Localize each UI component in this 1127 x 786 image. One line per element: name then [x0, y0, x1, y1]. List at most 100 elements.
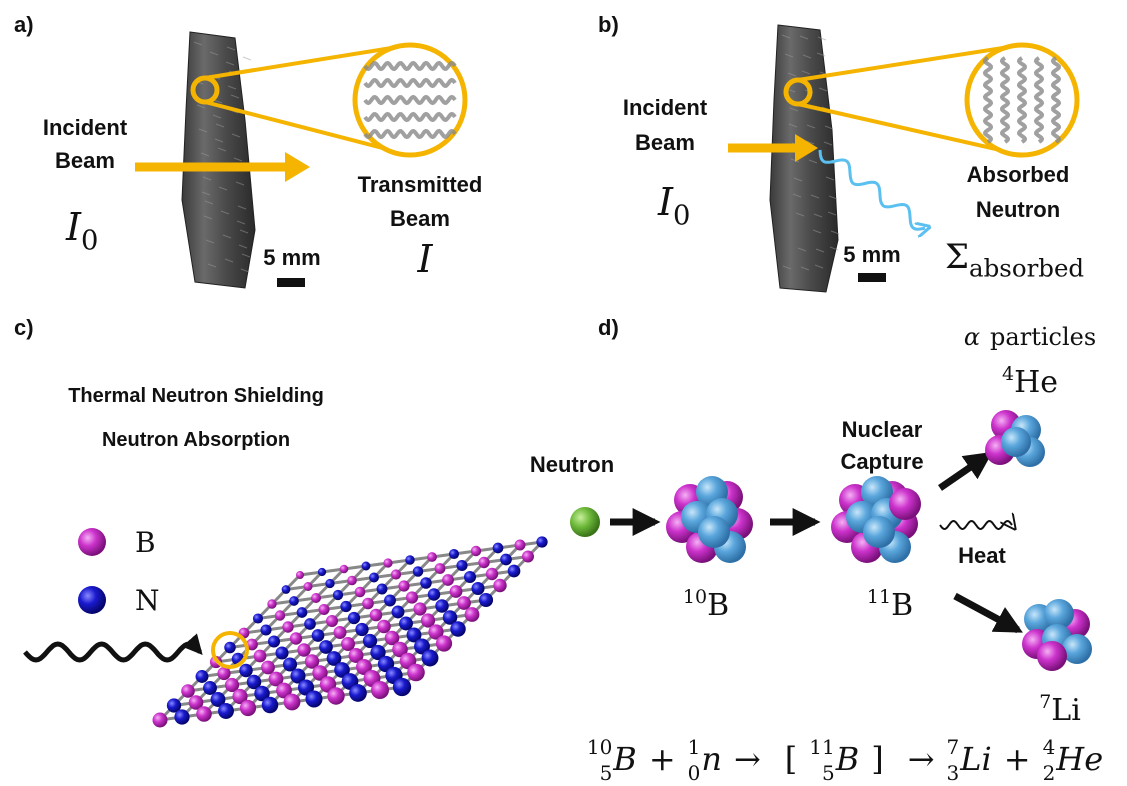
subscript: 0 [673, 201, 690, 232]
atomic-number: 5 [822, 761, 835, 785]
atom [370, 609, 383, 622]
atom [355, 623, 368, 636]
reaction-arrow [940, 455, 988, 488]
atom [500, 554, 512, 566]
atom [224, 642, 236, 654]
atom [427, 552, 437, 562]
legend-label: B [135, 526, 156, 559]
atom [536, 536, 547, 547]
mass-number: 11 [867, 586, 891, 608]
symbol: Li [1051, 693, 1081, 728]
atom [479, 593, 493, 607]
atom [478, 557, 489, 568]
heading: Thermal Neutron Shielding [68, 385, 324, 407]
atom [275, 646, 288, 659]
label: c) [14, 315, 34, 340]
atom [347, 576, 357, 586]
atom [153, 713, 168, 728]
atom [450, 585, 463, 598]
zoom-fiber [365, 114, 455, 120]
operator: + [649, 740, 676, 778]
symbol: n [701, 740, 722, 778]
atomic-number: 2 [1043, 761, 1056, 785]
atom [319, 640, 333, 654]
atom [450, 621, 466, 637]
atom [371, 681, 389, 699]
atom [253, 613, 263, 623]
label: b) [598, 12, 619, 37]
atom [181, 684, 195, 698]
atom [340, 601, 351, 612]
symbol: Σ [945, 237, 969, 277]
zoom-fiber [985, 58, 991, 142]
atom [174, 709, 189, 724]
atom [471, 582, 484, 595]
label: a) [14, 12, 34, 37]
atom [436, 635, 452, 651]
mass-number: 10 [587, 735, 612, 759]
atom [348, 612, 360, 624]
nuclide: 4He [1002, 363, 1058, 400]
atomic-number: 3 [947, 761, 960, 785]
atom [327, 687, 344, 704]
atom [355, 587, 366, 598]
operator: + [1004, 740, 1031, 778]
atom [398, 580, 409, 591]
atom [515, 540, 526, 551]
scale-bar [858, 273, 886, 282]
atom [369, 573, 379, 583]
atom [392, 606, 405, 619]
atom [318, 568, 326, 576]
symbol: I [657, 180, 674, 224]
atom [406, 591, 418, 603]
atom [254, 650, 267, 663]
math-symbol: I0 [657, 180, 690, 232]
zoom-fiber [365, 63, 455, 69]
label: Heat [958, 543, 1006, 568]
atom [319, 604, 330, 615]
neutron-path [25, 644, 200, 660]
equation: 105B+10n→[115B]→73Li+42He [587, 735, 1103, 785]
atom [267, 599, 276, 608]
atomic-number: 0 [688, 761, 701, 785]
atom [435, 563, 446, 574]
nucleon [863, 516, 895, 548]
subscript: absorbed [969, 254, 1084, 283]
atom [428, 588, 441, 601]
legend-marker [78, 586, 106, 614]
atom [312, 629, 325, 642]
atom [196, 706, 212, 722]
nucleon [1001, 427, 1031, 457]
atom [268, 635, 280, 647]
zoom-fiber [1002, 58, 1008, 142]
atom [465, 607, 480, 622]
label: Neutron [976, 197, 1060, 222]
atom [297, 643, 310, 656]
atom [493, 579, 506, 592]
atom [508, 565, 521, 578]
atom [262, 697, 279, 714]
atom [239, 664, 253, 678]
nuclide: 10B [683, 586, 729, 623]
symbol: I [65, 205, 82, 249]
symbol: He [1014, 365, 1058, 400]
zoom-fiber [1019, 58, 1025, 142]
atom [422, 650, 439, 667]
mass-number: 1 [688, 735, 701, 759]
figure: a)IncidentBeamI0TransmittedBeamI5 mmb)In… [0, 0, 1127, 786]
label: Nuclear [842, 417, 923, 442]
legend-marker [78, 528, 106, 556]
subscript: 0 [81, 226, 98, 257]
symbol: He [1055, 740, 1103, 778]
operator: [ [785, 740, 797, 778]
atom [384, 595, 396, 607]
atom [282, 621, 293, 632]
symbol: B [707, 588, 729, 623]
label: Beam [635, 130, 695, 155]
atom [334, 626, 347, 639]
mass-number: 4 [1043, 735, 1056, 759]
caption: αparticles [964, 323, 1096, 351]
atom [435, 599, 449, 613]
symbol: α [964, 323, 980, 351]
atom [326, 615, 338, 627]
